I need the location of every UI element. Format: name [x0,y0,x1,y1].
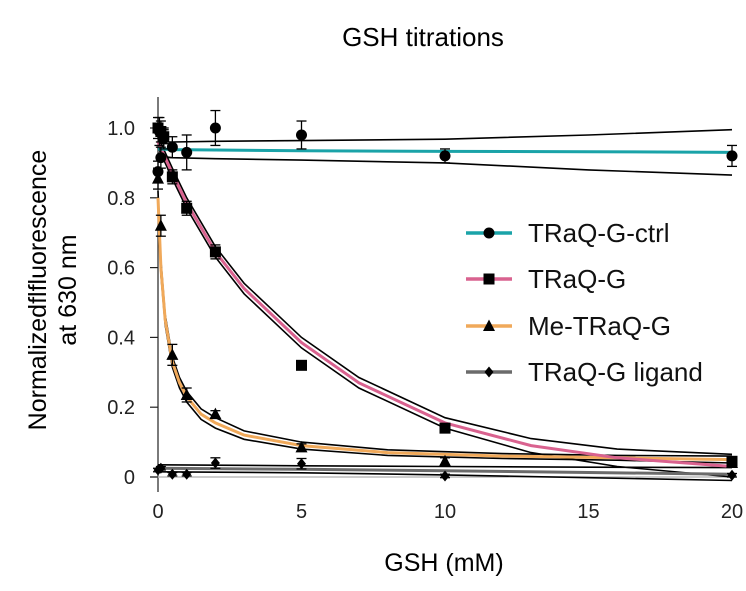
me-traq-g-point [180,388,193,400]
x-axis-title: GSH (mM) [384,549,503,577]
traq-g-ctrl-point [209,122,221,134]
y-tick-label: 1.0 [107,118,135,140]
legend-item-traq-g: TRaQ-G [466,264,626,294]
traq-g-point [296,359,307,371]
traq-g-ligand-point [156,462,166,474]
traq-g-ligand-point [727,469,737,481]
y-tick-label: 0.2 [107,397,135,419]
data-points [152,122,738,482]
me-traq-g-point [439,454,451,467]
traq-g-point [158,131,170,143]
legend-item-me-traq-g: Me-TRaQ-G [466,311,671,341]
legend-label: TRaQ-G ligand [528,357,703,387]
x-tick-label: 10 [434,501,456,523]
traq-g-ctrl-point [726,150,738,162]
traq-g-ligand-point [167,468,177,480]
legend-marker [484,366,494,378]
legend-item-traq-g-ctrl: TRaQ-G-ctrl [466,218,670,248]
x-tick-label: 0 [152,501,163,523]
legend-label: Me-TRaQ-G [528,311,671,341]
traq-g-ctrl-point [296,129,307,141]
traq-g-ctrl-point [166,141,178,153]
me-traq-g-point [154,219,167,231]
y-axis-title-line-1: Normalizedflfluorescence [24,150,52,431]
traq-g-ctrl-point [439,150,451,162]
traq-g-ctrl-ci-upper [158,128,733,143]
me-traq-g-fit-line [156,197,733,462]
traq-g-ligand-ci-upper [157,464,733,469]
y-tick-label: 0.6 [107,258,135,280]
y-axis-title: Normalizedflfluorescence at 630 nm [24,150,82,431]
traq-g-ligand-point [210,457,220,469]
x-tick-label: 20 [721,501,743,523]
traq-g-ctrl-point [155,152,167,164]
traq-g-ci-upper [157,136,733,456]
traq-g-ligand-point [182,468,192,480]
me-traq-g-point [209,407,222,420]
traq-g-point [209,246,221,258]
me-traq-g-point [152,172,164,184]
legend: TRaQ-G-ctrl TRaQ-G Me-TRaQ-G TRaQ-G ligand [466,218,703,387]
traq-g-ligand-point [440,470,450,482]
traq-g-ctrl-point [152,166,164,178]
me-traq-g-point [166,348,179,360]
traq-g-point [439,422,451,434]
axes: 0 0.2 0.4 0.6 0.8 1.0 0 5 10 15 20 [107,97,743,523]
y-tick-label: 0.4 [107,327,135,349]
me-traq-g-point [295,440,308,453]
traq-g-ctrl-point [181,146,193,158]
legend-marker [483,273,495,285]
me-traq-g-point [726,456,738,469]
traq-g-fit-line [156,141,733,468]
traq-g-ligand-point [297,458,306,470]
x-tick-label: 15 [577,501,599,523]
legend-label: TRaQ-G-ctrl [528,218,670,248]
y-axis-title-line-2: at 630 nm [54,234,82,345]
traq-g-point [181,202,193,214]
legend-item-traq-g-ligand: TRaQ-G ligand [466,357,703,387]
legend-marker [483,227,495,239]
y-tick-label: 0 [124,467,135,489]
traq-g-point [166,171,178,183]
legend-marker [483,319,495,331]
legend-label: TRaQ-G [528,264,626,294]
y-tick-label: 0.8 [107,188,135,210]
chart-title: GSH titrations [342,22,504,52]
x-tick-label: 5 [296,501,307,523]
